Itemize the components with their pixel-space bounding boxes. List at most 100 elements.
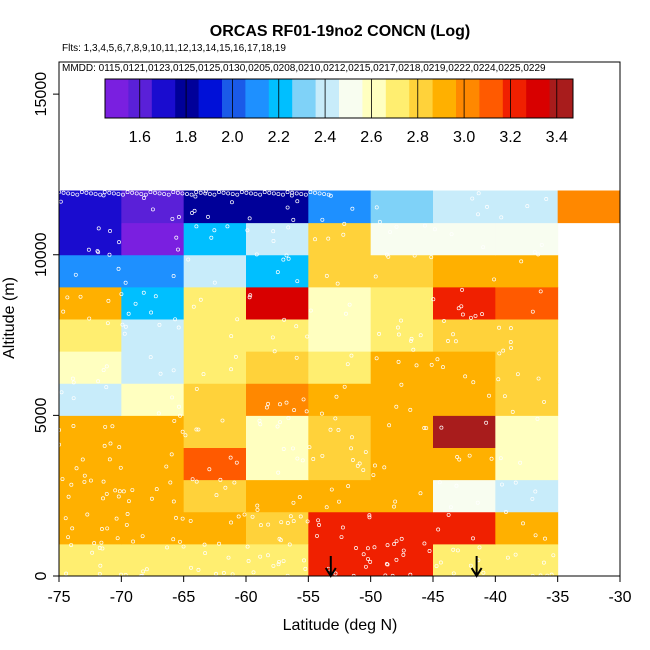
heatmap-cell [183,447,247,481]
sample-point [442,318,446,323]
sample-point [302,558,306,563]
sample-point [341,232,346,237]
sample-point [399,536,404,541]
sample-point [233,354,238,359]
sample-point [399,382,404,387]
sample-point [363,564,368,569]
sample-point [544,197,549,201]
sample-point [281,257,286,262]
x-tick-label: -45 [421,589,444,606]
sample-point [535,416,540,421]
heatmap-cell [308,543,372,577]
sample-point [382,465,387,470]
sample-point [467,453,472,458]
sample-point [317,523,321,527]
sample-point [120,322,125,327]
sample-point [457,457,462,462]
colorbar-frame [104,78,574,119]
sample-point [525,204,530,209]
x-axis: -75 -70 -65 -60 -55 -50 -45 -40 -35 -30 [47,576,632,606]
sample-point [429,362,434,367]
dates-subtitle: MMDD: 0115,0121,0123,0125,0125,0130,0205… [62,63,546,74]
sample-point [521,521,525,526]
sample-point [104,364,109,369]
sample-point [174,515,178,520]
sample-point [185,192,189,196]
x-tick-label: -55 [297,589,320,606]
heatmap-cell [183,383,247,416]
sample-point [279,520,284,525]
heatmap-cell [59,479,122,513]
sample-point [266,401,271,406]
sample-point [186,257,191,262]
heatmap-cell [370,479,434,513]
sample-point [157,322,162,327]
colorbar-swatch [245,79,270,118]
heatmap-cell [59,190,122,224]
heatmap-cell [308,415,372,448]
x-tick-label: -70 [110,589,133,606]
sample-point [59,390,64,395]
sample-point [258,192,263,197]
sample-point [373,274,378,279]
sample-point [149,310,154,315]
x-tick-label: -65 [172,589,195,606]
sample-point [190,211,194,215]
sample-point [367,513,372,518]
sample-point [226,191,231,196]
heatmap-cell [59,319,122,352]
sample-point [212,228,217,233]
heatmap-cell [495,351,559,384]
sample-point [284,253,289,258]
sample-point [258,523,263,528]
sample-point [551,553,556,558]
sample-point [169,452,174,457]
x-axis-label: Latitude (deg N) [283,617,398,634]
heatmap-cell [59,351,122,384]
sample-point [453,339,458,344]
heatmap-cell [495,286,559,320]
heatmap-cell [246,543,309,577]
sample-point [105,526,110,531]
heatmap-cell [121,319,185,352]
sample-point [468,315,473,320]
sample-point [313,237,317,242]
sample-point [368,559,373,564]
colorbar-swatch [105,79,129,118]
sample-point [89,191,93,196]
sample-point [418,333,423,338]
heatmap-cell [121,447,185,481]
sample-point [354,546,358,550]
sample-point [422,223,427,228]
sample-point [194,386,199,391]
sample-point [401,548,406,553]
sample-point [291,519,296,524]
sample-point [82,479,87,484]
sample-point [322,192,327,196]
sample-point [471,536,475,541]
sample-point [262,190,267,195]
sample-point [294,355,299,360]
sample-point [365,546,370,551]
sample-point [297,495,302,500]
sample-point [221,571,226,575]
sample-point [367,515,372,520]
sample-point [258,422,263,427]
sample-point [80,457,85,462]
sample-point [496,377,501,382]
sample-point [87,316,92,321]
x-tick-label: -75 [47,589,70,606]
sample-point [141,569,146,574]
heatmap-cell [370,447,434,481]
sample-point [61,190,66,195]
sample-point [328,427,333,432]
sample-point [513,480,518,485]
sample-point [272,349,277,354]
sample-point [303,566,308,571]
sample-point [60,477,65,481]
sample-point [158,371,163,376]
heatmap-cell [246,319,309,352]
sample-point [102,190,107,195]
sample-point [117,240,121,245]
sample-point [290,190,295,195]
